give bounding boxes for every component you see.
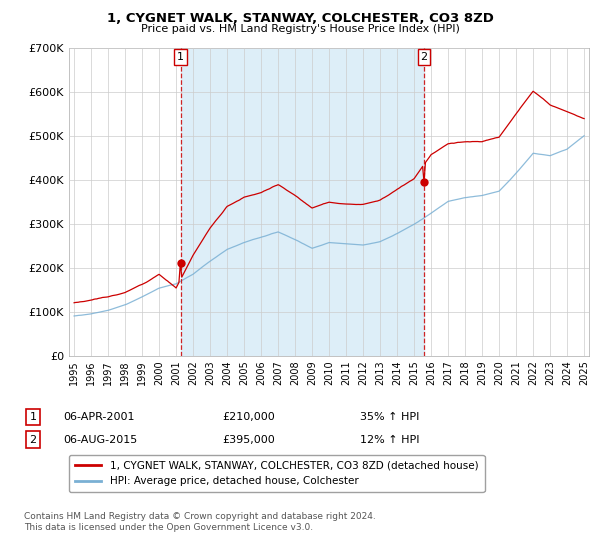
Text: £210,000: £210,000	[222, 412, 275, 422]
Text: 06-APR-2001: 06-APR-2001	[63, 412, 134, 422]
Text: 2: 2	[29, 435, 37, 445]
Text: 1, CYGNET WALK, STANWAY, COLCHESTER, CO3 8ZD: 1, CYGNET WALK, STANWAY, COLCHESTER, CO3…	[107, 12, 493, 25]
Text: 12% ↑ HPI: 12% ↑ HPI	[360, 435, 419, 445]
Text: Contains HM Land Registry data © Crown copyright and database right 2024.
This d: Contains HM Land Registry data © Crown c…	[24, 512, 376, 532]
Text: 35% ↑ HPI: 35% ↑ HPI	[360, 412, 419, 422]
Text: 1: 1	[177, 52, 184, 62]
Text: 06-AUG-2015: 06-AUG-2015	[63, 435, 137, 445]
Text: 2: 2	[421, 52, 428, 62]
Text: Price paid vs. HM Land Registry's House Price Index (HPI): Price paid vs. HM Land Registry's House …	[140, 24, 460, 34]
Bar	[181, 48, 424, 356]
Text: £395,000: £395,000	[222, 435, 275, 445]
Legend: 1, CYGNET WALK, STANWAY, COLCHESTER, CO3 8ZD (detached house), HPI: Average pric: 1, CYGNET WALK, STANWAY, COLCHESTER, CO3…	[69, 455, 485, 492]
Text: 1: 1	[29, 412, 37, 422]
